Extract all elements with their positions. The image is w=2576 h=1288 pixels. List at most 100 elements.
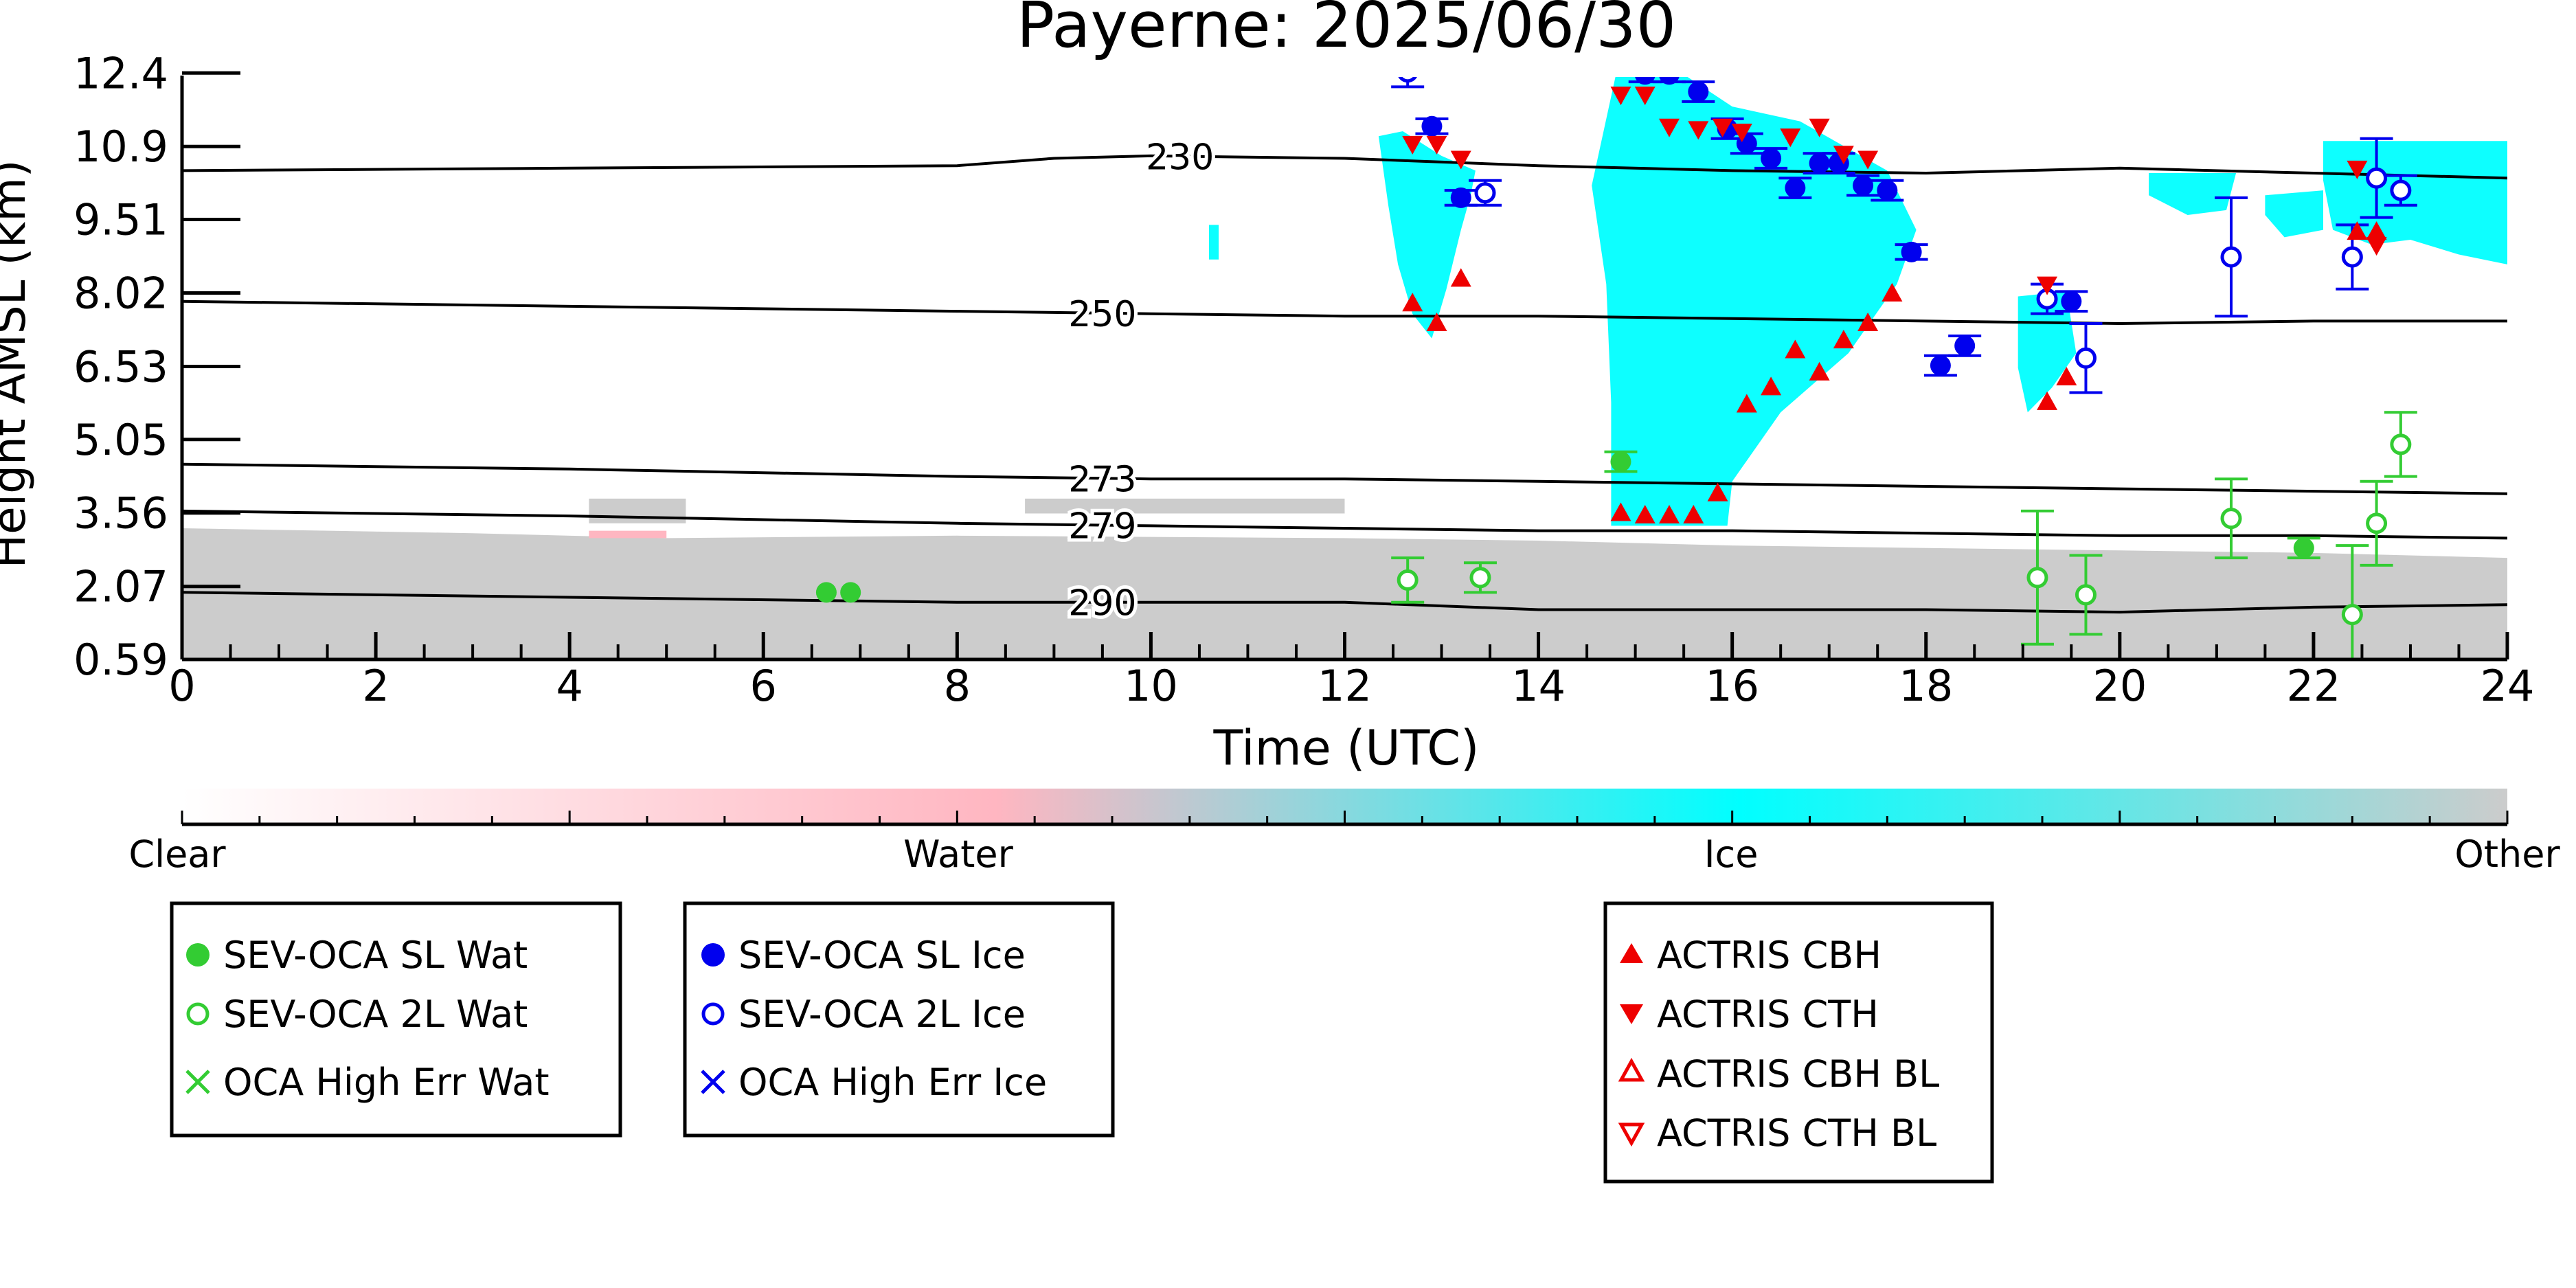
data-point xyxy=(1785,339,1806,359)
data-point xyxy=(1780,128,1801,148)
data-point xyxy=(2026,567,2048,589)
x-tick-label: 22 xyxy=(2286,661,2340,711)
legend-label: SEV-OCA 2L Ice xyxy=(738,993,1026,1036)
data-point xyxy=(1450,150,1471,170)
data-point xyxy=(1610,451,1631,473)
data-point xyxy=(2390,179,2412,201)
data-point xyxy=(1809,361,1830,381)
cloud-region-other xyxy=(589,498,686,523)
data-point xyxy=(1688,81,1709,102)
y-tick-label: 5.05 xyxy=(74,415,168,465)
data-point xyxy=(1450,187,1471,208)
data-point xyxy=(2366,167,2388,189)
isotherm-line xyxy=(182,462,2507,495)
data-point xyxy=(1634,505,1656,524)
cloud-region-other xyxy=(1025,498,1345,514)
data-point xyxy=(1712,118,1733,137)
colorbar-label-other: Other xyxy=(2454,833,2560,876)
data-point xyxy=(840,582,861,603)
data-point xyxy=(1658,118,1680,137)
data-point xyxy=(1426,313,1447,332)
data-point xyxy=(2293,537,2314,558)
data-point xyxy=(1635,77,1656,85)
data-point xyxy=(1469,567,1491,589)
data-point xyxy=(1761,376,1782,396)
y-tick-label: 6.53 xyxy=(74,341,168,392)
legend-marker-open-circle xyxy=(701,1002,725,1026)
legend-marker-filled-circle xyxy=(186,943,210,967)
data-point xyxy=(1954,335,1976,357)
x-tick-label: 8 xyxy=(944,661,971,711)
y-tick-label: 10.9 xyxy=(74,122,168,172)
cloud-region-ice xyxy=(1378,131,1476,339)
cloud-region-water xyxy=(589,530,667,539)
data-point xyxy=(2341,604,2363,626)
data-point xyxy=(1901,241,1922,262)
y-tick-label: 8.02 xyxy=(74,268,168,318)
legend-marker-filled-circle xyxy=(701,943,725,967)
data-point xyxy=(1809,152,1830,174)
legend-marker-x xyxy=(701,1070,725,1094)
x-tick-label: 18 xyxy=(1899,661,1953,711)
x-tick-label: 12 xyxy=(1318,661,1372,711)
legend-label: ACTRIS CBH xyxy=(1657,934,1882,977)
plot-clip-group: 230 250 273 279 290 xyxy=(182,77,2507,659)
data-point xyxy=(1402,293,1423,312)
isotherm-line xyxy=(182,154,2507,180)
cloud-region-ice xyxy=(2265,190,2323,238)
legend-box xyxy=(1603,901,1994,1184)
chart-title: Payerne: 2025/06/30 xyxy=(1017,0,1676,62)
data-point xyxy=(2056,367,2077,386)
data-point xyxy=(1785,177,1806,199)
legend-label: OCA High Err Ice xyxy=(738,1061,1047,1104)
legend-label: ACTRIS CTH BL xyxy=(1657,1111,1936,1155)
isotherm-label: 290 xyxy=(1068,583,1136,624)
isotherm-line xyxy=(182,300,2507,326)
x-tick-label: 14 xyxy=(1511,661,1566,711)
data-point xyxy=(1402,135,1423,155)
x-tick-label: 0 xyxy=(168,661,195,711)
data-point xyxy=(1833,330,1854,349)
legend-actris: ACTRIS CBH ACTRIS CTH ACTRIS CBH BL ACTR… xyxy=(1603,901,1994,1184)
data-point xyxy=(815,582,837,603)
legend-marker-open-triangle-up xyxy=(1618,1057,1645,1082)
cloud-region-other xyxy=(182,528,2507,659)
data-point xyxy=(1683,505,1704,524)
data-point xyxy=(2037,276,2058,295)
legend-label: OCA High Err Wat xyxy=(223,1061,550,1104)
isotherm-label: 273 xyxy=(1068,459,1136,500)
data-point xyxy=(2220,246,2242,268)
data-point xyxy=(2366,237,2387,256)
data-point xyxy=(2390,433,2412,455)
data-point xyxy=(2347,221,2368,240)
data-point xyxy=(1450,268,1471,287)
legend-label: ACTRIS CTH xyxy=(1657,993,1879,1036)
data-point xyxy=(1833,146,1854,165)
isotherm-label: 230 xyxy=(1146,137,1214,178)
cloud-region-ice xyxy=(2149,173,2237,215)
cloud-region-ice xyxy=(1592,77,1917,526)
legend-box xyxy=(683,901,1115,1138)
y-tick-label: 12.4 xyxy=(74,48,168,98)
x-tick-label: 2 xyxy=(362,661,389,711)
data-point xyxy=(1882,282,1903,302)
cloud-region-ice xyxy=(2323,141,2507,264)
data-point xyxy=(1877,180,1898,201)
data-point xyxy=(1634,87,1656,106)
y-tick-label: 3.56 xyxy=(74,488,168,539)
data-point xyxy=(2061,291,2082,312)
data-point xyxy=(2341,246,2363,268)
data-point xyxy=(1688,121,1709,140)
cloud-region-ice xyxy=(1209,225,1219,260)
data-point xyxy=(1761,148,1782,169)
legend-box xyxy=(170,901,622,1138)
colorbar-label-water: Water xyxy=(903,833,1013,876)
data-point xyxy=(2366,221,2387,240)
x-tick-label: 24 xyxy=(2481,661,2535,711)
legend-marker-open-triangle-down xyxy=(1618,1122,1645,1147)
data-point xyxy=(1809,118,1830,137)
data-point xyxy=(1426,135,1447,155)
data-point xyxy=(2075,584,2097,606)
legend-water: SEV-OCA SL Wat SEV-OCA 2L Wat OCA High E… xyxy=(170,901,622,1138)
